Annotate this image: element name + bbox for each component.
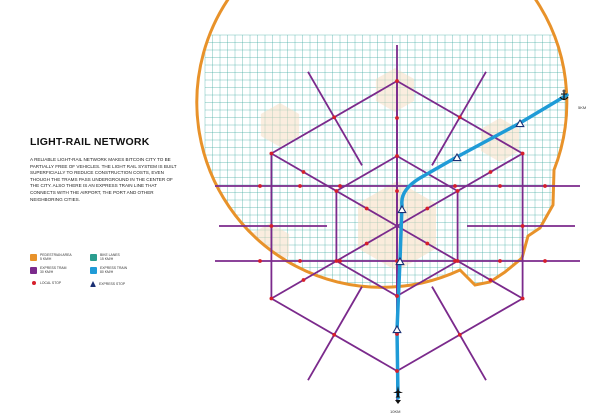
- legend-item-local-stop: LOCAL STOP: [30, 281, 82, 285]
- local-stop-marker: [453, 259, 457, 263]
- local-stop-marker: [269, 224, 274, 228]
- local-stop-marker: [520, 224, 525, 228]
- local-stop-marker: [334, 259, 339, 263]
- legend-item-express-tram: EXPRESS TRAM 30 KM/H: [30, 266, 82, 274]
- local-stop-marker: [498, 259, 502, 263]
- local-stop-marker: [269, 151, 274, 156]
- local-stop-marker: [453, 184, 457, 188]
- tram-spoke: [396, 225, 524, 300]
- local-stop-marker: [338, 184, 342, 188]
- express-stop-marker: [397, 204, 407, 214]
- local-stop-marker: [520, 296, 525, 301]
- stops-layer: [258, 79, 547, 373]
- local-stop-marker: [543, 259, 547, 263]
- local-stop-marker: [498, 184, 502, 188]
- pedestrian-zone: [375, 68, 415, 112]
- pedestrian-zone: [260, 103, 300, 147]
- description: A RELIABLE LIGHT-RAIL NETWORK MAKES BITC…: [30, 157, 177, 202]
- local-stop-marker: [520, 151, 525, 156]
- local-stop-marker: [395, 189, 399, 193]
- legend-label: EXPRESS TRAM 30 KM/H: [40, 266, 67, 274]
- local-stop-marker: [364, 206, 369, 211]
- pedestrian-zone: [236, 308, 274, 352]
- page-title: LIGHT-RAIL NETWORK: [30, 136, 150, 148]
- local-stop-marker: [395, 154, 399, 158]
- local-stop-marker: [543, 184, 547, 188]
- local-stop-marker: [425, 241, 430, 246]
- express-stop-marker: [515, 118, 525, 128]
- local-stop-marker: [258, 184, 262, 188]
- local-stop-marker: [269, 296, 274, 301]
- local-stop-marker: [455, 259, 460, 263]
- local-stop-marker: [425, 206, 430, 211]
- legend-label: PEDESTRIAN AREA 5 KM/H: [40, 253, 72, 261]
- legend-label: BIKE LANES 15 KM/H: [100, 253, 120, 261]
- express-stop-marker: [392, 324, 402, 334]
- local-stop-marker: [301, 278, 306, 282]
- local-stop-marker: [395, 369, 399, 373]
- local-stop-marker: [395, 116, 399, 120]
- tram-spoke: [396, 152, 524, 227]
- local-stop-marker: [258, 259, 262, 263]
- legend-label: EXPRESS STOP: [99, 282, 126, 286]
- airport-distance: 10KM: [390, 409, 401, 414]
- local-stop-marker: [332, 115, 337, 120]
- local-stop-marker: [457, 115, 462, 120]
- train-icon: [90, 266, 97, 274]
- legend-item-express-train: EXPRESS TRAIN 80 KM/H: [90, 266, 142, 274]
- legend-label: LOCAL STOP: [40, 281, 62, 285]
- triangle-icon: [90, 281, 96, 287]
- bike-icon: [90, 253, 97, 261]
- legend-item-express-stop: EXPRESS STOP: [90, 281, 141, 287]
- express-stop-marker: [395, 256, 405, 266]
- local-stop-marker: [488, 170, 493, 174]
- port-icon: [559, 89, 569, 101]
- local-stop-marker: [364, 241, 369, 246]
- airplane-icon: [393, 386, 403, 398]
- legend-item-bike: BIKE LANES 15 KM/H: [90, 253, 142, 261]
- legend-label: EXPRESS TRAIN 80 KM/H: [100, 266, 128, 274]
- pedestrian-icon: [30, 253, 37, 261]
- local-stop-marker: [395, 79, 399, 83]
- express-stop-marker: [452, 152, 462, 162]
- local-stop-marker: [395, 294, 399, 298]
- tram-icon: [30, 266, 37, 274]
- port-distance: 5KM: [578, 105, 587, 110]
- express-train-line: [395, 93, 569, 400]
- local-stop-marker: [455, 189, 460, 193]
- dot-icon: [31, 281, 36, 285]
- local-stop-marker: [488, 278, 493, 282]
- local-stop-marker: [298, 184, 302, 188]
- express-train-route: [395, 93, 569, 400]
- local-stop-marker: [298, 259, 302, 263]
- local-stop-marker: [334, 189, 339, 193]
- airport-arrow: [395, 400, 401, 404]
- tram-spoke: [270, 225, 398, 300]
- legend-item-pedestrian: PEDESTRIAN AREA 5 KM/H: [30, 253, 82, 261]
- tram-spoke: [270, 152, 398, 227]
- local-stop-marker: [301, 170, 306, 174]
- local-stop-marker: [338, 259, 342, 263]
- local-stop-marker: [332, 332, 337, 337]
- local-stop-marker: [457, 332, 462, 337]
